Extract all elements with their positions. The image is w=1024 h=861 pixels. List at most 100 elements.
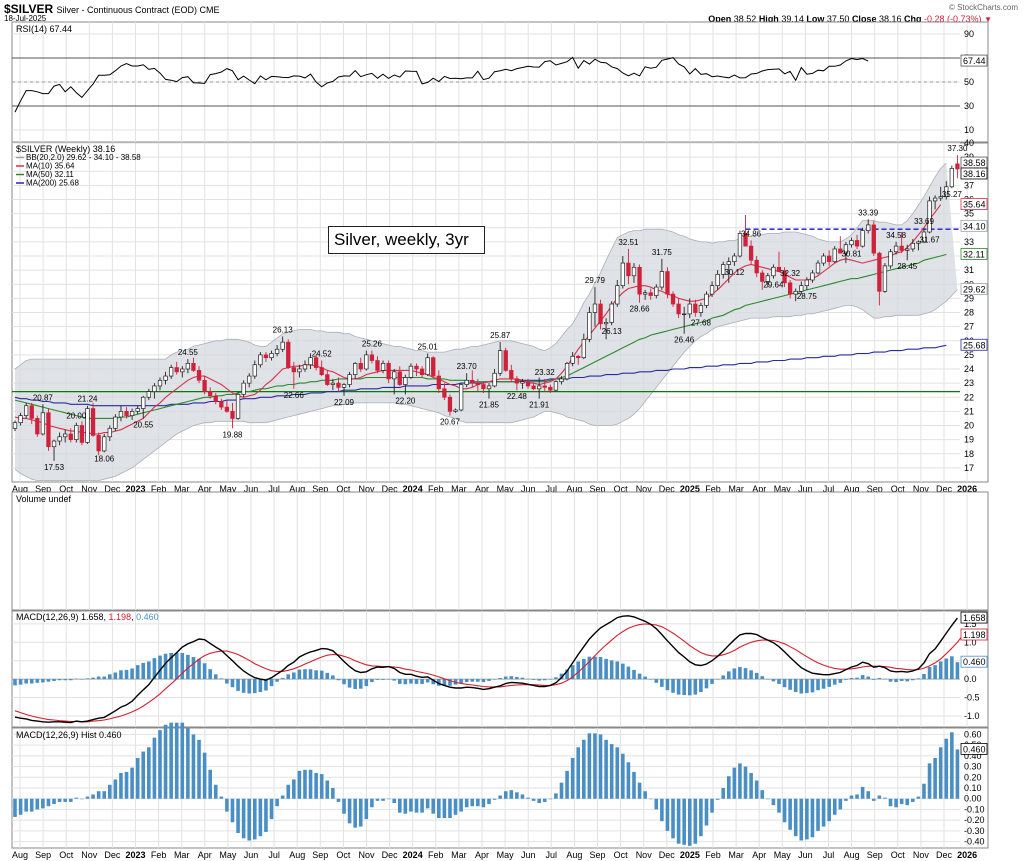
price-data-label: 24.52 <box>312 350 333 359</box>
x-tick-label: Mar <box>451 484 467 494</box>
bollinger-lower-line <box>14 289 958 482</box>
candle-body <box>932 197 938 202</box>
macd-histogram-bar <box>225 679 229 684</box>
hist-bar <box>476 798 480 807</box>
hist-bar <box>314 773 318 799</box>
macd-histogram-bar <box>29 679 34 684</box>
hist-bar <box>793 798 798 837</box>
hist-bar <box>364 798 369 820</box>
macd-histogram-bar <box>604 658 608 680</box>
candle-body <box>146 391 151 398</box>
hist-bar <box>252 798 257 840</box>
candle-body <box>40 412 46 435</box>
candle-body <box>475 382 480 385</box>
macd-histogram-bar <box>364 679 369 687</box>
price-data-label: 37.30 <box>947 144 968 153</box>
hist-bar <box>180 722 185 799</box>
candle-body <box>353 363 358 376</box>
hist-bar <box>325 780 330 799</box>
hist-bar <box>704 798 709 826</box>
hist-bar <box>693 798 698 844</box>
macd-histogram-bar <box>766 679 770 680</box>
candle-body <box>620 262 625 287</box>
x-tick-label: Jul <box>268 850 280 860</box>
macd-histogram-bar <box>883 678 887 680</box>
macd-histogram-bar <box>899 679 904 681</box>
hist-tick-label: 0.20 <box>964 772 982 782</box>
hist-bar <box>598 734 603 799</box>
price-data-label: 22.20 <box>395 396 416 405</box>
hist-bar <box>805 798 809 840</box>
candle-body <box>553 381 559 391</box>
candle-body <box>157 379 163 387</box>
candle-body <box>726 261 731 265</box>
macd-signal-line <box>14 623 964 723</box>
high-value: 39.14 <box>781 14 804 24</box>
candle-body <box>252 364 257 377</box>
hist-bar <box>648 798 653 800</box>
macd-histogram-bar <box>503 676 508 680</box>
macd-histogram-bar <box>252 679 257 694</box>
x-tick-label: Aug <box>12 484 28 494</box>
hist-bar <box>871 798 876 801</box>
macd-histogram-bar <box>754 672 759 680</box>
macd-histogram-bar <box>537 679 541 681</box>
price-data-label: 27.68 <box>691 319 712 328</box>
candle-body <box>576 355 581 359</box>
hist-bar <box>665 798 670 831</box>
macd-histogram-bar <box>347 679 352 688</box>
candle-body <box>776 266 782 272</box>
candle-body <box>291 367 296 373</box>
macd-histogram-bar <box>922 673 926 680</box>
macd-histogram-bar <box>308 669 313 680</box>
macd-histogram-bar <box>169 652 173 680</box>
candle-body <box>821 255 826 264</box>
macd-histogram-bar <box>515 676 519 680</box>
price-data-label: 32.51 <box>618 238 639 247</box>
price-data-label: 30.81 <box>841 250 862 259</box>
candle-body <box>698 305 704 313</box>
candle-body <box>325 374 330 385</box>
hist-bar <box>481 798 486 808</box>
x-tick-label: Oct <box>59 850 74 860</box>
hist-bar <box>319 774 324 799</box>
ma200-line <box>14 344 947 407</box>
ma200-legend-text: MA(200) 25.68 <box>26 179 79 188</box>
x-tick-label: Sep <box>589 850 605 860</box>
macd-histogram-bar <box>905 679 910 682</box>
candle-body <box>682 313 687 316</box>
price-tick-label: 35 <box>964 209 974 219</box>
hist-bar <box>442 798 447 818</box>
price-data-label: 25.01 <box>418 342 439 351</box>
x-tick-label: Oct <box>891 850 906 860</box>
macd-histogram-bar <box>158 655 162 680</box>
price-data-label: 17.53 <box>44 463 65 472</box>
candle-body <box>174 367 179 373</box>
x-tick-label: Oct <box>614 484 629 494</box>
macd-histogram-bar <box>269 679 274 687</box>
chg-label: Chg <box>904 14 922 24</box>
candle-body <box>804 279 810 287</box>
hist-bar <box>726 776 731 799</box>
macd-histogram-bar <box>431 679 436 685</box>
macd-histogram-bar <box>933 665 937 680</box>
candle-body <box>191 363 196 371</box>
hist-bar <box>777 798 781 813</box>
macd-histogram-bar <box>866 676 870 680</box>
price-tick-label: 22 <box>964 392 974 402</box>
price-tick-label: 33 <box>964 237 974 247</box>
candle-body <box>615 285 620 305</box>
x-tick-label: Feb <box>428 484 444 494</box>
macd-histogram-bar <box>944 658 949 680</box>
macd-histogram-bar <box>704 679 709 689</box>
hist-tick-label: 0.00 <box>964 794 982 804</box>
hist-bar <box>905 798 910 806</box>
candle-body <box>46 412 51 448</box>
hist-tick-label: -0.20 <box>964 815 985 825</box>
macd-histogram-bar <box>531 679 536 680</box>
hist-bar <box>370 798 374 808</box>
hist-bar <box>403 798 408 814</box>
macd-histogram-bar <box>938 661 943 680</box>
candle-body <box>68 433 73 440</box>
hist-bar <box>715 798 720 800</box>
